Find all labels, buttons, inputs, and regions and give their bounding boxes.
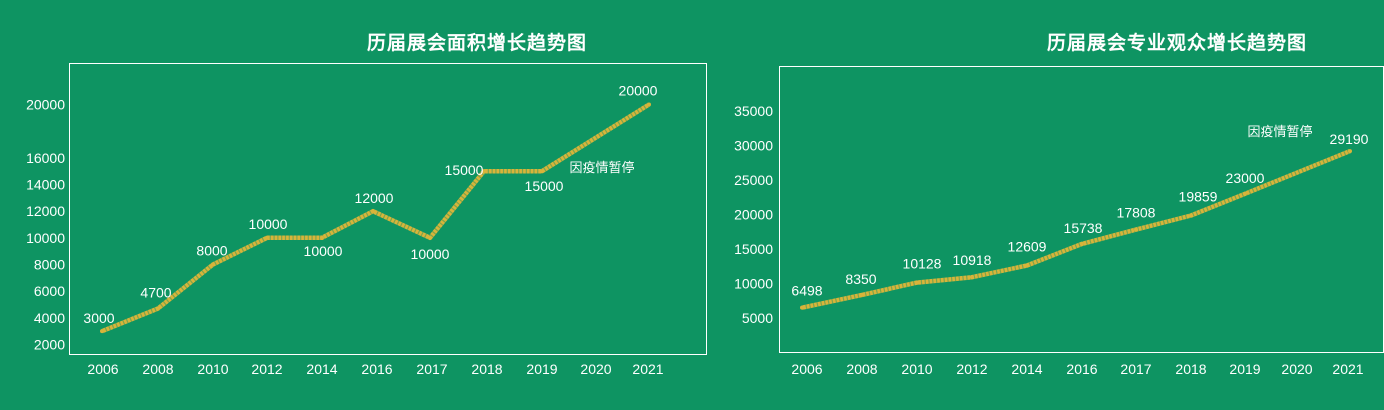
- y-tick-label: 12000: [26, 203, 65, 219]
- x-tick-label: 2010: [197, 361, 228, 377]
- data-label: 3000: [83, 310, 114, 326]
- data-label: 8000: [196, 243, 227, 259]
- data-label: 10000: [249, 216, 288, 232]
- x-tick-label: 2019: [526, 361, 557, 377]
- data-label: 10918: [953, 252, 992, 268]
- x-tick-label: 2006: [87, 361, 118, 377]
- data-point: [1134, 227, 1138, 232]
- x-tick-label: 2018: [1175, 361, 1206, 377]
- plot-frame: [779, 66, 1384, 353]
- data-point: [1080, 241, 1084, 246]
- pause-annotation: 因疫情暂停: [569, 160, 634, 176]
- data-label: 12000: [355, 190, 394, 206]
- series-line: [801, 149, 1351, 310]
- data-label: 15738: [1064, 220, 1103, 236]
- x-tick-label: 2012: [251, 361, 282, 377]
- data-label: 12609: [1008, 238, 1047, 254]
- data-label: 8350: [845, 271, 876, 287]
- data-label: 10000: [411, 246, 450, 262]
- data-point: [800, 305, 804, 310]
- x-tick-label: 2012: [956, 361, 987, 377]
- data-point: [647, 102, 651, 107]
- y-tick-label: 6000: [34, 283, 65, 299]
- data-point: [1025, 263, 1029, 268]
- data-point: [265, 235, 269, 240]
- y-tick-label: 20000: [734, 207, 773, 223]
- data-label: 4700: [140, 285, 171, 301]
- data-point: [211, 262, 215, 267]
- x-tick-label: 2008: [142, 361, 173, 377]
- data-point: [320, 235, 324, 240]
- x-tick-label: 2017: [416, 361, 447, 377]
- series-line-texture: [801, 149, 1351, 310]
- x-tick-label: 2006: [791, 361, 822, 377]
- x-tick-label: 2014: [306, 361, 337, 377]
- x-tick-label: 2010: [901, 361, 932, 377]
- data-point: [1189, 213, 1193, 218]
- y-tick-label: 5000: [742, 310, 773, 326]
- data-label: 17808: [1117, 205, 1156, 221]
- data-label: 10128: [903, 256, 942, 272]
- x-tick-label: 2016: [361, 361, 392, 377]
- data-point: [1243, 191, 1247, 196]
- y-tick-label: 16000: [26, 150, 65, 166]
- pause-annotation: 因疫情暂停: [1247, 124, 1312, 140]
- y-tick-label: 4000: [34, 310, 65, 326]
- y-tick-label: 30000: [734, 138, 773, 154]
- data-point: [482, 169, 486, 174]
- y-tick-label: 14000: [26, 177, 65, 193]
- x-tick-label: 2017: [1120, 361, 1151, 377]
- y-tick-label: 8000: [34, 257, 65, 273]
- data-point: [428, 235, 432, 240]
- chart-title-area: 历届展会面积增长趋势图: [367, 32, 588, 54]
- data-label: 20000: [619, 83, 658, 99]
- x-tick-label: 2018: [471, 361, 502, 377]
- y-tick-label: 10000: [734, 276, 773, 292]
- x-tick-label: 2021: [1332, 361, 1363, 377]
- x-tick-label: 2014: [1011, 361, 1042, 377]
- x-tick-label: 2008: [846, 361, 877, 377]
- x-tick-label: 2020: [580, 361, 611, 377]
- y-tick-label: 10000: [26, 230, 65, 246]
- y-tick-label: 2000: [34, 337, 65, 353]
- data-point: [915, 280, 919, 285]
- data-label: 19859: [1179, 188, 1218, 204]
- data-point: [156, 306, 160, 311]
- data-point: [860, 292, 864, 297]
- x-tick-label: 2016: [1066, 361, 1097, 377]
- y-tick-label: 15000: [734, 241, 773, 257]
- y-tick-label: 20000: [26, 97, 65, 113]
- x-tick-label: 2019: [1229, 361, 1260, 377]
- y-tick-label: 35000: [734, 103, 773, 119]
- chart-title-visitors: 历届展会专业观众增长趋势图: [1047, 32, 1308, 54]
- x-tick-label: 2021: [632, 361, 663, 377]
- data-label: 10000: [304, 243, 343, 259]
- data-point: [970, 275, 974, 280]
- data-label: 15000: [445, 162, 484, 178]
- series-line-texture: [101, 102, 651, 334]
- data-point: [371, 209, 375, 214]
- data-point: [100, 329, 104, 334]
- plot-frame: [69, 63, 707, 355]
- data-label: 15000: [525, 178, 564, 194]
- series-line: [101, 102, 651, 334]
- data-point: [540, 169, 544, 174]
- data-label: 23000: [1226, 170, 1265, 186]
- y-tick-label: 25000: [734, 172, 773, 188]
- data-label: 29190: [1330, 131, 1369, 147]
- x-tick-label: 2020: [1281, 361, 1312, 377]
- data-label: 6498: [791, 283, 822, 299]
- data-point: [1348, 149, 1352, 154]
